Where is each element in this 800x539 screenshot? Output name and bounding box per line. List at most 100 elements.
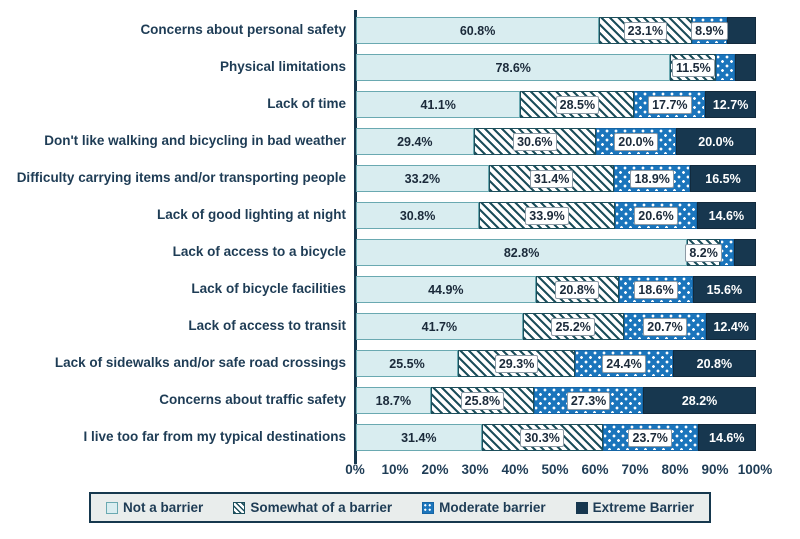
segment-somewhat-of-a-barrier: 31.4% (488, 165, 615, 192)
value-label: 20.6% (634, 206, 678, 225)
segment-somewhat-of-a-barrier: 25.8% (430, 387, 534, 414)
value-label: 28.5% (555, 95, 600, 114)
legend-swatch-somewhat-of-a-barrier (233, 501, 246, 514)
segment-somewhat-of-a-barrier: 33.9% (479, 202, 615, 229)
bar-track: 30.8% 33.9% 20.6% 14.6% (356, 202, 756, 229)
segment-extreme-barrier: 15.6% (693, 276, 756, 303)
value-label: 31.4% (529, 169, 574, 188)
segment-moderate-barrier: 27.3% (533, 387, 644, 414)
value-label: 24.4% (602, 354, 646, 373)
segment-extreme-barrier: 28.2% (643, 387, 756, 414)
x-tick-label: 0% (345, 462, 365, 477)
value-label: 78.6% (495, 60, 531, 75)
value-label: 33.2% (404, 171, 441, 186)
value-label: 20.0% (698, 134, 734, 149)
segment-moderate-barrier: 23.7% (602, 424, 698, 451)
legend-item-somewhat-of-a-barrier: Somewhat of a barrier (233, 500, 392, 515)
segment-moderate-barrier (716, 54, 735, 81)
value-label: 12.4% (713, 319, 749, 334)
segment-not-a-barrier: 29.4% (356, 128, 474, 155)
legend-label: Somewhat of a barrier (250, 500, 393, 515)
x-tick-label: 60% (581, 462, 609, 477)
value-label: 29.4% (397, 134, 433, 149)
segment-somewhat-of-a-barrier: 25.2% (522, 313, 624, 340)
segment-extreme-barrier (733, 239, 756, 266)
segment-not-a-barrier: 60.8% (356, 17, 600, 44)
segment-somewhat-of-a-barrier: 11.5% (670, 54, 717, 81)
y-axis-line (354, 10, 357, 464)
value-label: 44.9% (428, 282, 464, 297)
segment-extreme-barrier: 12.7% (705, 91, 756, 118)
segment-extreme-barrier: 16.5% (689, 165, 756, 192)
category-label: Concerns about personal safety (140, 22, 346, 38)
value-label: 82.8% (503, 245, 540, 260)
segment-moderate-barrier: 18.9% (614, 165, 690, 192)
segment-moderate-barrier: 8.9% (691, 17, 728, 44)
segment-extreme-barrier: 14.6% (697, 424, 756, 451)
value-label: 30.3% (520, 428, 564, 447)
value-label: 41.7% (421, 319, 458, 334)
value-label: 20.8% (696, 356, 733, 371)
x-tick-label: 40% (501, 462, 529, 477)
segment-not-a-barrier: 82.8% (356, 239, 688, 266)
value-label: 25.8% (460, 391, 505, 410)
category-label: Lack of access to transit (188, 318, 346, 334)
value-label: 23.1% (623, 21, 668, 40)
legend: Not a barrier Somewhat of a barrier Modera… (89, 492, 711, 523)
value-label: 8.9% (691, 21, 728, 40)
x-axis-ticks: 0% 10% 20% 30% 40% 50% 60% 70% 80% 90% 100% (345, 460, 772, 484)
category-label: Concerns about traffic safety (159, 392, 346, 408)
category-label: Lack of bicycle facilities (191, 281, 346, 297)
segment-extreme-barrier: 14.6% (697, 202, 756, 229)
segment-moderate-barrier: 24.4% (575, 350, 673, 377)
legend-swatch-not-a-barrier (106, 501, 119, 514)
segment-moderate-barrier: 20.6% (614, 202, 698, 229)
category-label: Lack of good lighting at night (157, 207, 346, 223)
legend-item-moderate-barrier: Moderate barrier (422, 500, 546, 515)
segment-moderate-barrier: 17.7% (634, 91, 706, 118)
segment-not-a-barrier: 41.7% (356, 313, 523, 340)
segment-not-a-barrier: 25.5% (356, 350, 458, 377)
value-label: 33.9% (525, 206, 569, 225)
segment-extreme-barrier: 20.0% (675, 128, 756, 155)
segment-somewhat-of-a-barrier: 23.1% (599, 17, 692, 44)
value-label: 18.6% (634, 280, 678, 299)
value-label: 12.7% (712, 97, 749, 112)
bar-row: Lack of time 41.1% 28.5% 17.7% 12.7% (0, 86, 800, 123)
category-label: Physical limitations (219, 59, 346, 75)
x-tick-label: 10% (381, 462, 409, 477)
category-label: Lack of time (267, 96, 346, 112)
value-label: 14.6% (708, 208, 745, 223)
x-tick-label: 30% (461, 462, 489, 477)
bar-track: 82.8% 8.2% (356, 239, 756, 266)
legend-item-extreme-barrier: Extreme Barrier (575, 500, 694, 515)
segment-moderate-barrier: 20.7% (623, 313, 707, 340)
bar-row: I live too far from my typical destinati… (0, 419, 800, 456)
x-tick-label: 100% (737, 462, 773, 477)
bar-track: 44.9% 20.8% 18.6% 15.6% (356, 276, 756, 303)
value-label: 28.2% (681, 393, 718, 408)
segment-not-a-barrier: 18.7% (356, 387, 431, 414)
plot-area: Concerns about personal safety 60.8% 23.1%… (0, 10, 800, 464)
bar-row: Difficulty carrying items and/or transpo… (0, 160, 800, 197)
x-tick-label: 70% (621, 462, 649, 477)
value-label: 25.2% (551, 317, 595, 336)
value-label: 18.7% (375, 393, 412, 408)
segment-not-a-barrier: 44.9% (356, 276, 536, 303)
segment-not-a-barrier: 30.8% (356, 202, 480, 229)
bar-row: Lack of good lighting at night 30.8% 33.9%… (0, 197, 800, 234)
bar-row: Concerns about personal safety 60.8% 23.1%… (0, 12, 800, 49)
segment-moderate-barrier: 20.0% (595, 128, 676, 155)
segment-somewhat-of-a-barrier: 30.3% (481, 424, 603, 451)
segment-moderate-barrier (719, 239, 734, 266)
bar-track: 60.8% 23.1% 8.9% (356, 17, 756, 44)
bar-track: 25.5% 29.3% 24.4% 20.8% (356, 350, 756, 377)
segment-somewhat-of-a-barrier: 20.8% (535, 276, 619, 303)
segment-extreme-barrier (727, 17, 756, 44)
segment-not-a-barrier: 31.4% (356, 424, 482, 451)
bar-track: 33.2% 31.4% 18.9% 16.5% (356, 165, 756, 192)
value-label: 11.5% (672, 58, 715, 77)
bar-track: 18.7% 25.8% 27.3% 28.2% (356, 387, 756, 414)
value-label: 20.0% (614, 132, 658, 151)
segment-extreme-barrier: 12.4% (706, 313, 756, 340)
